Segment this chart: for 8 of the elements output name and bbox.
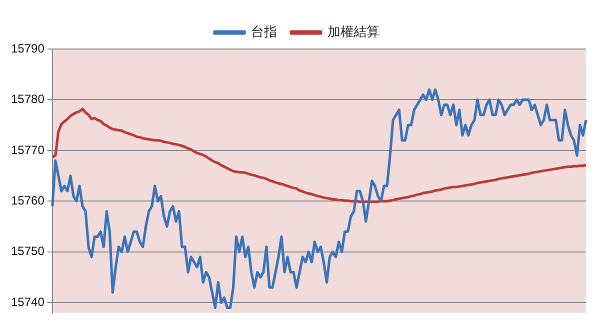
y-tick-label: 15750 (10, 244, 45, 258)
y-tick-label: 15740 (10, 294, 45, 309)
y-tick-label: 15770 (10, 142, 45, 157)
y-tick-label: 15790 (10, 41, 45, 56)
y-tick-label: 15760 (10, 194, 45, 208)
legend-label: 台指 (251, 24, 277, 40)
legend-label: 加權結算 (328, 24, 380, 40)
y-tick-label: 15780 (10, 92, 45, 106)
